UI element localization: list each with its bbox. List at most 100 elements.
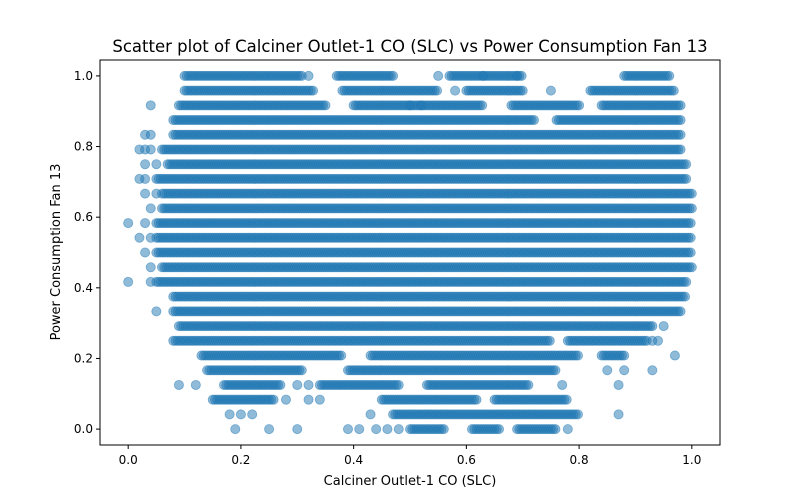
data-point <box>173 379 184 390</box>
data-point <box>247 409 258 420</box>
data-point <box>140 218 151 229</box>
data-point <box>393 379 404 390</box>
data-point <box>685 232 696 243</box>
data-point <box>371 424 382 435</box>
data-point <box>433 70 444 81</box>
data-point <box>308 85 319 96</box>
data-point <box>151 188 162 199</box>
data-point <box>145 232 156 243</box>
data-point <box>686 262 697 273</box>
data-point <box>140 188 151 199</box>
data-point <box>134 232 145 243</box>
data-point <box>517 85 528 96</box>
data-point <box>123 276 134 287</box>
data-point <box>471 394 482 405</box>
data-point <box>336 350 347 361</box>
x-tick-label: 0.6 <box>457 453 476 467</box>
data-point <box>675 129 686 140</box>
data-point <box>557 379 568 390</box>
data-point <box>416 100 427 111</box>
data-point <box>685 247 696 258</box>
data-point <box>602 365 613 376</box>
y-axis-label: Power Consumption Fan 13 <box>49 164 64 341</box>
data-point <box>292 379 303 390</box>
data-point <box>145 144 156 155</box>
data-point <box>432 85 443 96</box>
x-axis-ticks: 0.0 0.2 0.4 0.6 0.8 1.0 <box>119 445 701 467</box>
data-point <box>393 424 404 435</box>
data-point <box>664 70 675 81</box>
data-point <box>303 70 314 81</box>
data-point <box>550 424 561 435</box>
data-point <box>140 247 151 258</box>
data-point <box>151 159 162 170</box>
data-point <box>230 424 241 435</box>
data-point <box>342 424 353 435</box>
data-point <box>388 70 399 81</box>
data-point <box>314 394 325 405</box>
data-point <box>574 100 585 111</box>
data-point <box>365 409 376 420</box>
x-tick-label: 1.0 <box>682 453 701 467</box>
data-point <box>685 218 696 229</box>
data-point <box>658 321 669 332</box>
data-point <box>145 203 156 214</box>
x-tick-label: 0.8 <box>570 453 589 467</box>
data-point <box>681 173 692 184</box>
data-point <box>681 159 692 170</box>
data-point <box>647 321 658 332</box>
y-tick-label: 0.2 <box>74 351 93 365</box>
data-point <box>619 350 630 361</box>
x-tick-label: 0.4 <box>344 453 363 467</box>
x-axis-label: Calciner Outlet-1 CO (SLC) <box>324 474 497 489</box>
y-tick-label: 0.6 <box>74 210 93 224</box>
data-point <box>512 70 523 81</box>
data-point <box>140 173 151 184</box>
data-point <box>140 159 151 170</box>
data-point <box>675 306 686 317</box>
data-point <box>320 100 331 111</box>
data-point <box>145 100 156 111</box>
points-group <box>123 70 697 435</box>
y-axis-ticks: 0.00.20.40.60.81.0 <box>74 69 100 436</box>
data-point <box>235 409 246 420</box>
data-point <box>675 100 686 111</box>
data-point <box>572 409 583 420</box>
data-point <box>123 218 134 229</box>
data-point <box>477 100 488 111</box>
data-point <box>545 85 556 96</box>
data-point <box>675 144 686 155</box>
data-point <box>145 262 156 273</box>
data-point <box>190 379 201 390</box>
data-point <box>544 335 555 346</box>
data-point <box>145 276 156 287</box>
data-point <box>264 424 275 435</box>
data-point <box>296 365 307 376</box>
x-tick-label: 0.0 <box>119 453 138 467</box>
data-point <box>280 394 291 405</box>
data-point <box>669 350 680 361</box>
data-point <box>613 379 624 390</box>
y-tick-label: 1.0 <box>74 69 93 83</box>
data-point <box>680 291 691 302</box>
data-point <box>550 365 561 376</box>
data-point <box>438 424 449 435</box>
data-point <box>686 188 697 199</box>
data-point <box>675 115 686 126</box>
data-point <box>686 203 697 214</box>
data-point <box>303 379 314 390</box>
data-point <box>668 85 679 96</box>
data-point <box>529 115 540 126</box>
data-point <box>681 276 692 287</box>
data-point <box>478 70 489 81</box>
chart-title: Scatter plot of Calciner Outlet-1 CO (SL… <box>112 37 707 56</box>
data-point <box>619 365 630 376</box>
data-point <box>292 424 303 435</box>
y-tick-label: 0.0 <box>74 422 93 436</box>
data-point <box>523 379 534 390</box>
data-point <box>613 409 624 420</box>
data-point <box>354 424 365 435</box>
x-tick-label: 0.2 <box>231 453 250 467</box>
y-tick-label: 0.8 <box>74 140 93 154</box>
